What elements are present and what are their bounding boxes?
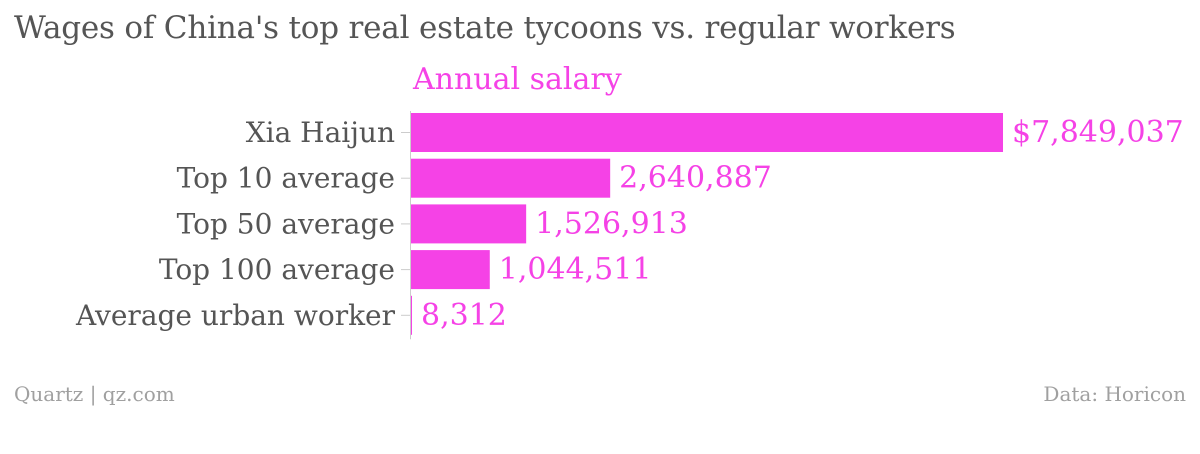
value-label: 8,312 [421, 298, 507, 333]
value-label: 1,044,511 [499, 252, 652, 287]
value-label: 1,526,913 [535, 206, 688, 241]
category-label: Top 50 average [177, 207, 395, 240]
value-label: $7,849,037 [1012, 115, 1184, 150]
bar-0 [411, 113, 1003, 152]
bar-4 [411, 295, 412, 335]
chart-title: Wages of China's top real estate tycoons… [14, 10, 956, 46]
footer-source: Quartz | qz.com [14, 382, 175, 406]
category-label: Top 10 average [177, 162, 395, 195]
category-label: Xia Haijun [246, 116, 395, 149]
category-label: Average urban worker [75, 299, 396, 332]
bar-2 [411, 204, 527, 244]
series-label: Annual salary [413, 62, 622, 97]
bar-1 [411, 158, 611, 198]
value-label: 2,640,887 [619, 161, 772, 196]
footer-data-credit: Data: Horicon [1043, 382, 1186, 406]
bar-3 [411, 250, 490, 290]
category-label: Top 100 average [159, 253, 395, 286]
